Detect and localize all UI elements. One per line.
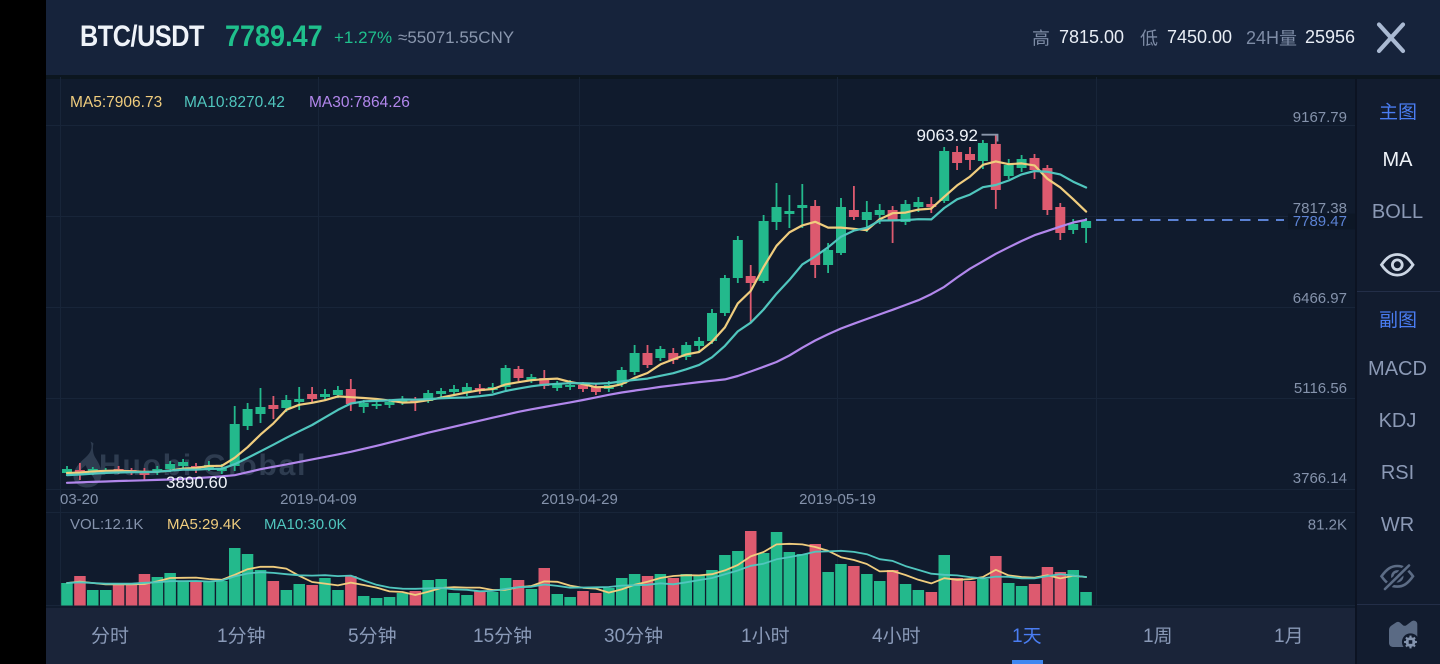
svg-text:2019-04-29: 2019-04-29 (541, 491, 618, 508)
svg-text:7789.47: 7789.47 (1293, 213, 1347, 230)
svg-text:3766.14: 3766.14 (1293, 470, 1347, 487)
svg-text:03-20: 03-20 (60, 491, 98, 508)
svg-text:2019-04-09: 2019-04-09 (280, 491, 357, 508)
svg-text:MA5:29.4K: MA5:29.4K (167, 516, 241, 533)
svg-text:1: 1 (1143, 626, 1154, 647)
svg-text:5: 5 (348, 626, 359, 647)
svg-text:3890.60: 3890.60 (166, 473, 227, 492)
svg-text:Huobi Global: Huobi Global (99, 449, 307, 482)
svg-text:1: 1 (1012, 626, 1023, 647)
svg-text:9167.79: 9167.79 (1293, 109, 1347, 126)
svg-text:81.2K: 81.2K (1308, 516, 1347, 533)
svg-text:MA30:7864.26: MA30:7864.26 (309, 94, 410, 111)
svg-text:15: 15 (473, 626, 494, 647)
svg-text:7817.38: 7817.38 (1293, 200, 1347, 217)
svg-text:1: 1 (217, 626, 228, 647)
svg-text:MA10:30.0K: MA10:30.0K (264, 516, 347, 533)
svg-text:MA10:8270.42: MA10:8270.42 (184, 94, 285, 111)
svg-text:MA5:7906.73: MA5:7906.73 (70, 94, 162, 111)
svg-text:24H: 24H (1246, 28, 1279, 48)
svg-text:9063.92: 9063.92 (917, 126, 978, 145)
svg-text:1: 1 (741, 626, 752, 647)
svg-text:30: 30 (604, 626, 625, 647)
svg-text:4: 4 (872, 626, 883, 647)
svg-text:2019-05-19: 2019-05-19 (799, 491, 876, 508)
svg-text:VOL:12.1K: VOL:12.1K (70, 516, 143, 533)
svg-text:1: 1 (1274, 626, 1285, 647)
svg-text:6466.97: 6466.97 (1293, 290, 1347, 307)
svg-text:5116.56: 5116.56 (1294, 380, 1347, 397)
